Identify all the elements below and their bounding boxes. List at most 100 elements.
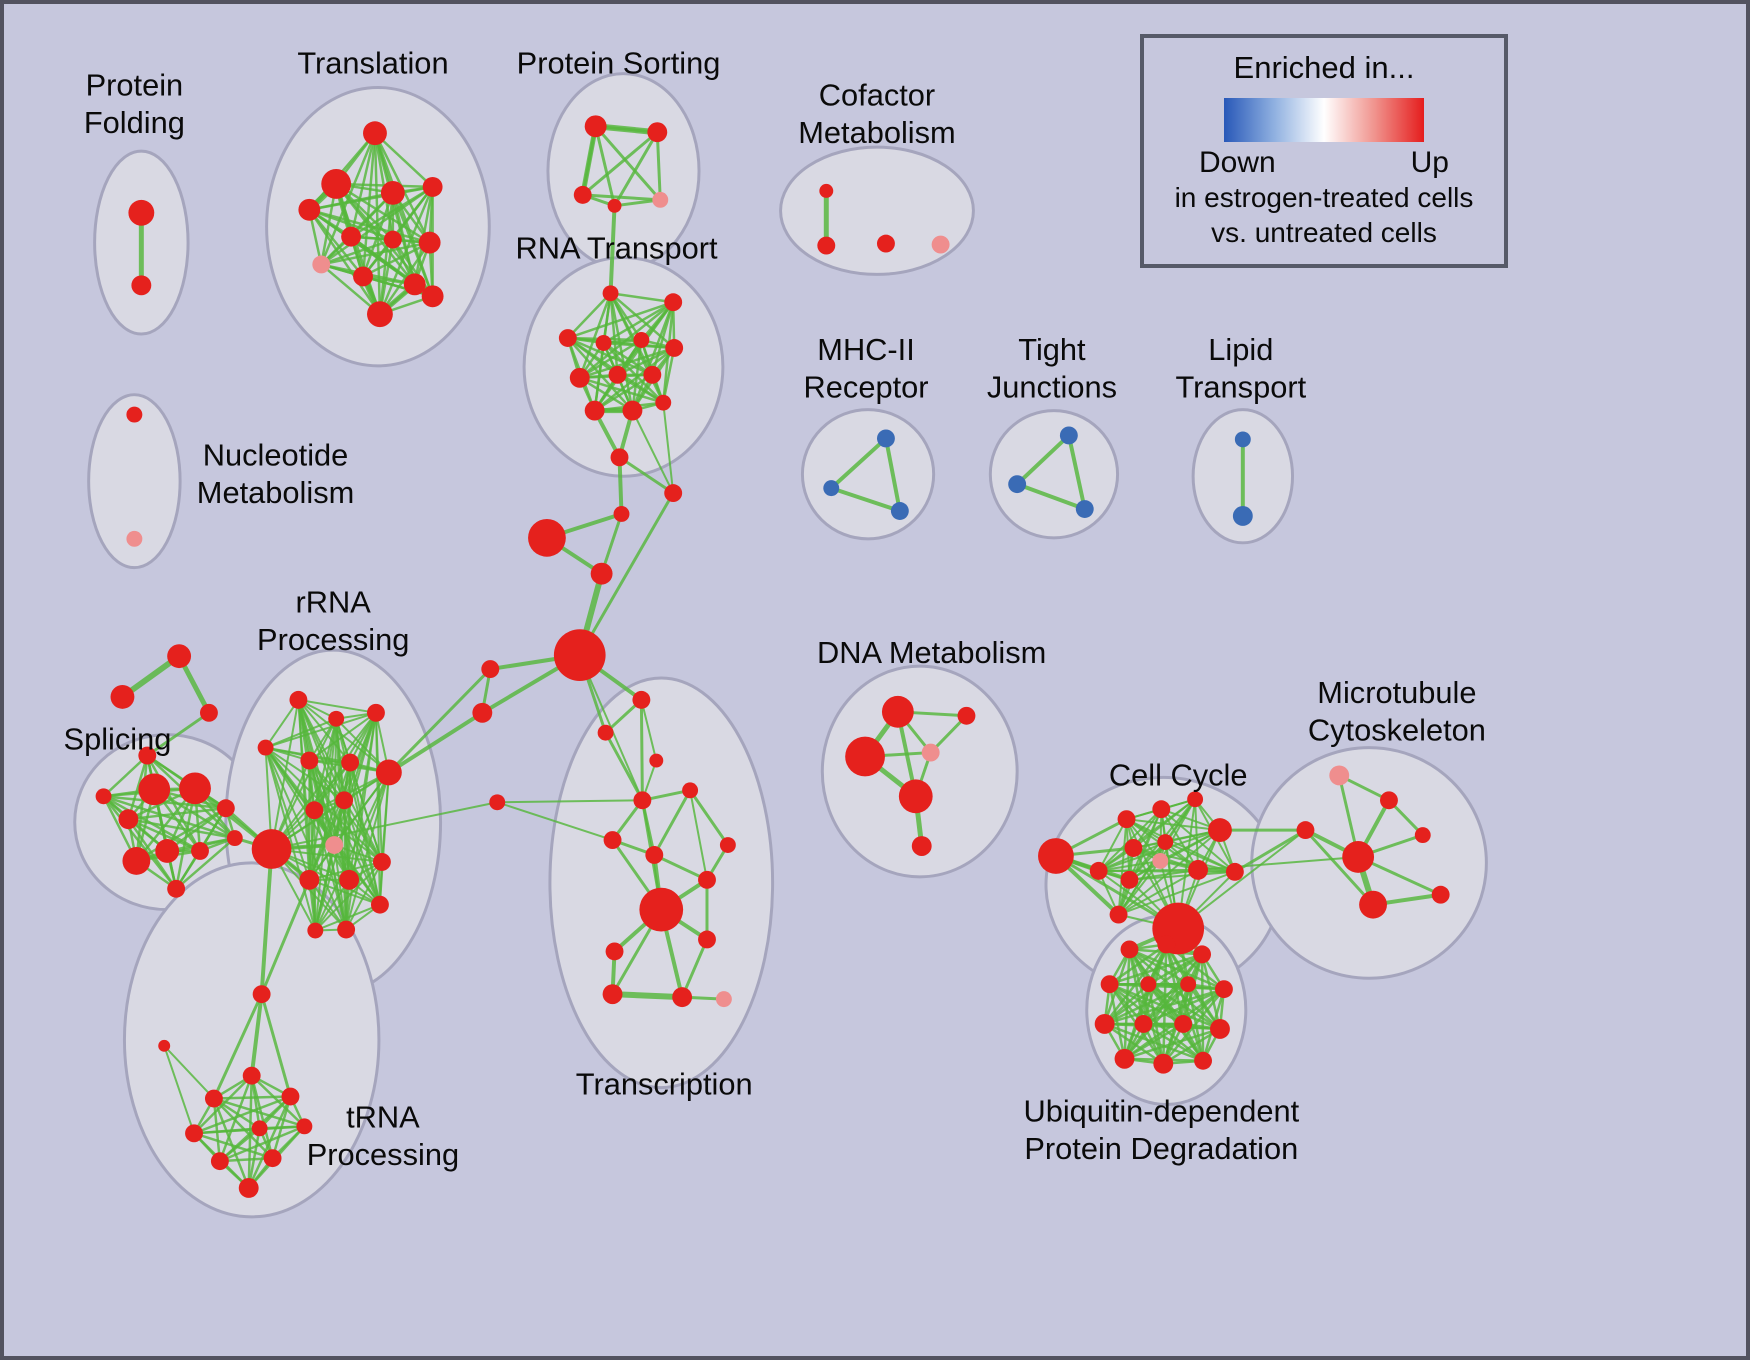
gene-set-node	[226, 830, 243, 847]
edge	[1177, 829, 1307, 930]
cluster-label-ubiquitin-degradation: Protein Degradation	[1024, 1131, 1298, 1166]
edge	[373, 131, 434, 189]
gene-set-node	[1117, 810, 1136, 829]
gene-set-node	[383, 230, 402, 249]
gene-set-node	[367, 703, 385, 722]
gene-set-node	[1174, 1015, 1193, 1033]
gene-set-node	[251, 1120, 268, 1137]
gene-set-node	[652, 191, 669, 208]
edge	[593, 373, 654, 412]
edge	[1097, 859, 1162, 872]
edge	[212, 1097, 261, 1130]
gene-set-node	[472, 702, 493, 723]
edge	[578, 376, 665, 404]
gene-set-node	[403, 273, 426, 296]
edge	[313, 809, 348, 931]
edge	[297, 698, 383, 863]
cluster-label-trna-processing: tRNA	[346, 1099, 420, 1134]
gene-set-node	[698, 870, 716, 889]
edge	[1015, 482, 1087, 511]
edge	[1142, 987, 1226, 1026]
gene-set-node	[1140, 976, 1157, 993]
edge	[581, 130, 659, 197]
gene-set-node	[335, 791, 354, 810]
gene-set-node	[665, 339, 684, 357]
gene-set-node	[380, 180, 405, 205]
edge	[127, 817, 237, 840]
edge	[496, 801, 614, 842]
gene-set-node	[613, 506, 630, 522]
gene-set-node	[664, 484, 683, 503]
gene-set-node	[128, 199, 155, 226]
edge	[314, 717, 338, 932]
cluster-ellipse-transcription	[548, 676, 775, 1090]
gene-set-node	[622, 400, 643, 421]
gene-set-node	[890, 502, 909, 520]
gene-set-node	[645, 846, 664, 864]
gene-set-node	[216, 799, 235, 818]
gene-set-node	[167, 644, 192, 669]
edge	[1162, 1027, 1222, 1065]
gene-set-node	[1152, 852, 1169, 869]
edge	[343, 799, 383, 863]
edge	[578, 292, 612, 380]
gene-set-node	[191, 842, 209, 860]
cluster-label-cell-cycle: Cell Cycle	[1109, 757, 1248, 792]
edge	[343, 799, 348, 931]
edge	[1103, 987, 1226, 1026]
gene-set-node	[299, 869, 320, 890]
cluster-label-lipid-transport: Lipid	[1208, 332, 1273, 367]
gene-set-node	[573, 185, 592, 204]
gene-set-node	[603, 831, 622, 849]
edge	[1117, 870, 1236, 916]
edge	[249, 992, 264, 1078]
edge	[1103, 982, 1190, 1026]
edge	[313, 717, 338, 812]
edge	[264, 698, 300, 749]
gene-set-node	[715, 991, 732, 1008]
cluster-label-tight-junctions: Junctions	[987, 370, 1117, 405]
gene-set-node	[325, 836, 344, 854]
edge	[1066, 433, 1087, 511]
gene-set-node	[242, 1066, 261, 1085]
edge	[374, 711, 381, 906]
cluster-label-nucleotide-metabolism: Metabolism	[197, 475, 354, 510]
edge	[264, 717, 338, 749]
legend-title: Enriched in...	[1233, 50, 1415, 85]
gene-set-node	[881, 695, 914, 728]
edge	[192, 1132, 274, 1160]
cluster-label-dna-metabolism: DNA Metabolism	[817, 635, 1046, 670]
edge	[1142, 982, 1190, 1026]
gene-set-node	[95, 788, 112, 805]
gene-set-node	[602, 984, 623, 1005]
gene-set-node	[639, 887, 684, 932]
gene-set-node	[1214, 980, 1233, 999]
cluster-label-rrna-processing: rRNA	[296, 584, 372, 619]
gene-set-node	[339, 869, 360, 890]
edge	[259, 847, 274, 997]
gene-set-node	[251, 829, 292, 869]
edge	[212, 992, 264, 1101]
gene-set-node	[584, 400, 605, 421]
cluster-label-mhc2-receptor: Receptor	[804, 370, 929, 405]
edge	[264, 711, 377, 749]
edge	[212, 1097, 222, 1163]
edge	[578, 338, 643, 380]
gene-set-node	[643, 365, 662, 384]
gene-set-node	[647, 122, 668, 143]
gene-set-node	[312, 255, 331, 274]
edge	[102, 795, 228, 810]
gene-set-node	[553, 629, 606, 681]
edge	[1097, 818, 1128, 872]
gene-set-node	[1359, 890, 1387, 919]
gene-set-node	[898, 779, 933, 814]
gene-set-node	[418, 231, 441, 254]
edge	[1108, 943, 1168, 986]
edge	[580, 123, 599, 198]
cluster-label-protein-folding: Folding	[84, 105, 185, 140]
gene-set-node	[1431, 885, 1450, 904]
edge	[212, 1097, 250, 1190]
gene-set-node	[296, 1118, 313, 1135]
edge	[320, 185, 434, 266]
